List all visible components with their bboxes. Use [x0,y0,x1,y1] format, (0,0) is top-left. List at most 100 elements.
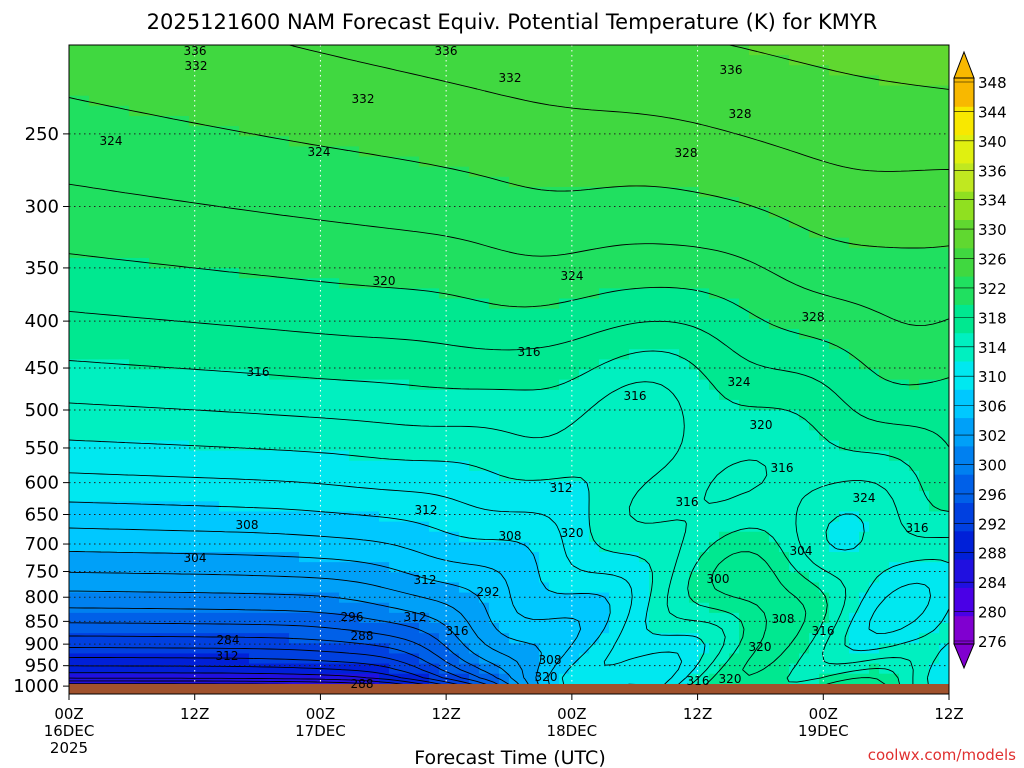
field-cell [849,501,860,513]
field-cell [689,410,700,421]
field-cell [849,115,860,127]
field-cell [499,592,510,604]
field-cell [299,288,310,300]
field-cell [789,369,800,381]
field-cell [749,328,760,340]
field-cell [89,328,100,340]
field-cell [359,186,370,198]
field-cell [789,268,800,279]
field-cell [249,237,260,249]
field-cell [409,349,420,360]
field-cell [569,217,580,229]
field-cell [799,582,810,594]
field-cell [599,328,610,340]
field-cell [279,612,290,624]
field-cell [769,450,780,462]
field-cell [589,481,600,492]
field-cell [489,85,500,97]
field-cell [239,186,250,198]
field-cell [859,410,870,421]
field-cell [449,115,460,127]
field-cell [359,562,370,573]
field-cell [199,146,210,158]
field-cell [69,318,80,330]
field-cell [509,562,520,573]
field-cell [529,217,540,229]
field-cell [639,197,650,208]
field-cell [829,562,840,573]
field-cell [209,298,220,310]
field-cell [319,95,330,107]
field-cell [299,389,310,401]
field-cell [559,399,570,411]
field-cell [159,389,170,401]
field-cell [399,308,410,320]
field-cell [449,359,460,371]
field-cell [99,105,110,117]
field-cell [149,369,160,381]
field-cell [429,592,440,604]
field-cell [859,136,870,148]
field-cell [499,430,510,442]
field-cell [129,126,140,137]
field-cell [209,541,220,553]
field-cell [69,389,80,401]
field-cell [629,298,640,310]
field-cell [209,612,220,624]
field-cell [539,247,550,259]
field-cell [559,450,570,462]
field-cell [299,207,310,218]
field-cell [489,75,500,87]
field-cell [439,420,450,431]
field-cell [939,156,949,168]
field-cell [659,146,670,158]
field-cell [399,440,410,452]
field-cell [479,308,490,320]
field-cell [649,612,660,624]
field-cell [319,146,330,158]
field-cell [679,186,690,198]
field-cell [429,136,440,148]
field-cell [419,612,430,624]
field-cell [499,75,510,87]
field-cell [599,156,610,168]
field-cell [789,176,800,188]
field-cell [539,186,550,198]
field-cell [799,460,810,472]
field-cell [89,176,100,188]
field-cell [499,115,510,127]
field-cell [839,227,850,239]
field-cell [469,562,480,573]
field-cell [229,115,240,127]
field-cell [189,511,200,523]
field-cell [439,592,450,604]
field-cell [849,65,860,77]
field-cell [639,176,650,188]
field-cell [639,146,650,158]
field-cell [749,470,760,482]
field-cell [879,420,890,431]
field-cell [869,541,880,553]
field-cell [759,247,770,259]
field-cell [889,156,900,168]
field-cell [889,176,900,188]
field-cell [529,298,540,310]
field-cell [869,55,880,66]
field-cell [499,298,510,310]
field-cell [569,85,580,97]
field-cell [109,227,120,239]
field-cell [119,562,130,573]
field-cell [439,410,450,421]
field-cell [399,65,410,77]
field-cell [439,399,450,411]
field-cell [339,105,350,117]
field-cell [929,521,940,533]
field-cell [79,562,90,573]
field-cell [859,440,870,452]
field-cell [339,146,350,158]
field-cell [489,440,500,452]
field-cell [759,197,770,208]
field-cell [939,227,949,239]
field-cell [829,399,840,411]
field-cell [829,247,840,259]
